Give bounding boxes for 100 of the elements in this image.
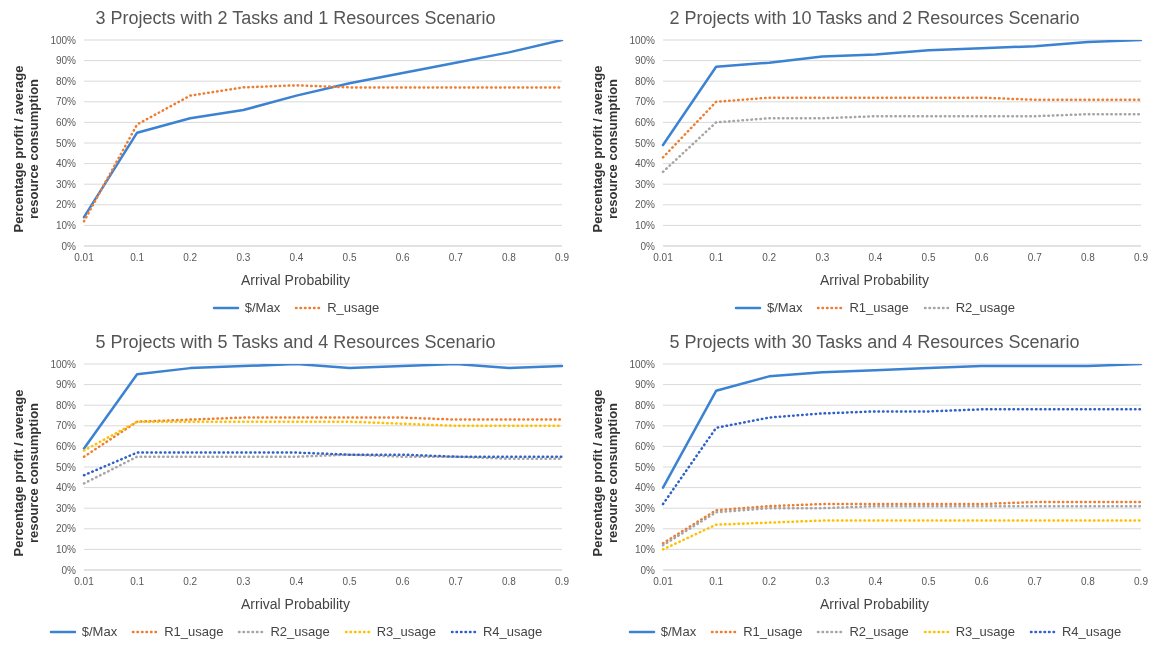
- y-tick-label: 0%: [61, 240, 77, 252]
- y-tick-label: 60%: [55, 440, 77, 452]
- legend-label: R2_usage: [270, 624, 330, 639]
- y-tick-label: 100%: [50, 34, 77, 46]
- x-tick-label: 0.7: [1027, 252, 1043, 264]
- y-tick-label: 10%: [55, 543, 77, 555]
- x-axis-title: Arrival Probability: [819, 272, 930, 288]
- y-tick-label: 40%: [55, 482, 77, 494]
- line-series: [661, 40, 1143, 147]
- y-tick-label: 50%: [634, 137, 656, 149]
- legend-label: $/Max: [767, 300, 803, 315]
- legend-label: R3_usage: [376, 624, 436, 639]
- x-tick-label: 0.2: [762, 252, 777, 264]
- y-tick-label: 70%: [55, 96, 77, 108]
- y-tick-label: 20%: [634, 523, 656, 535]
- legend-label: R4_usage: [482, 624, 543, 639]
- y-tick-label: 70%: [634, 420, 656, 432]
- legend-label: R1_usage: [743, 624, 803, 639]
- x-tick-label: 0.1: [709, 576, 724, 588]
- legend-label: $/Max: [660, 624, 697, 639]
- y-tick-label: 100%: [629, 358, 656, 370]
- legend-label: R4_usage: [1061, 624, 1122, 639]
- x-tick-label: 0.8: [501, 576, 517, 588]
- x-tick-label: 0.5: [342, 576, 357, 588]
- legend-label: R1_usage: [849, 300, 909, 315]
- y-tick-label: 30%: [55, 502, 77, 514]
- x-tick-label: 0.1: [130, 576, 145, 588]
- y-tick-label: 90%: [634, 55, 656, 67]
- y-tick-label: 90%: [634, 379, 656, 391]
- y-tick-label: 60%: [634, 116, 656, 128]
- y-tick-label: 90%: [55, 55, 77, 67]
- y-tick-label: 20%: [55, 523, 77, 535]
- chart-title: 5 Projects with 30 Tasks and 4 Resources Scenario: [668, 332, 1081, 354]
- y-tick-label: 30%: [634, 502, 656, 514]
- y-tick-label: 20%: [55, 199, 77, 211]
- y-tick-label: 80%: [55, 75, 77, 87]
- y-axis-title: Percentage profit / average resource consumption: [590, 388, 620, 559]
- x-tick-label: 0.5: [921, 252, 936, 264]
- x-tick-label: 0.5: [342, 252, 357, 264]
- x-tick-label: 0.8: [1080, 252, 1096, 264]
- x-tick-label: 0.9: [1134, 252, 1149, 264]
- x-tick-label: 0.8: [1080, 576, 1096, 588]
- legend-label: $/Max: [244, 300, 281, 315]
- y-tick-label: 80%: [55, 399, 77, 411]
- line-series: [661, 364, 1143, 489]
- y-tick-label: 90%: [55, 379, 77, 391]
- legend-label: R1_usage: [164, 624, 224, 639]
- legend-label: R2_usage: [955, 300, 1015, 315]
- y-axis-title: Percentage profit / average resource consumption: [590, 64, 620, 235]
- y-tick-label: 80%: [634, 399, 656, 411]
- y-tick-label: 20%: [634, 199, 656, 211]
- line-series: [82, 451, 564, 477]
- y-axis-title: Percentage profit / average resource consumption: [11, 388, 41, 559]
- x-tick-label: 0.7: [1027, 576, 1043, 588]
- x-axis-title: Arrival Probability: [819, 596, 930, 612]
- y-tick-label: 0%: [61, 564, 77, 576]
- y-axis-title: Percentage profit / average resource consumption: [11, 64, 41, 235]
- line-series: [661, 112, 1143, 174]
- y-tick-label: 10%: [634, 543, 656, 555]
- y-tick-label: 60%: [55, 116, 77, 128]
- y-tick-label: 70%: [55, 420, 77, 432]
- chart-title: 3 Projects with 2 Tasks and 1 Resources Scenario: [94, 8, 497, 30]
- y-tick-label: 10%: [55, 219, 77, 231]
- line-series: [82, 453, 564, 485]
- line-series: [82, 364, 564, 450]
- x-tick-label: 0.9: [1134, 576, 1149, 588]
- x-axis-title: Arrival Probability: [240, 596, 351, 612]
- x-tick-label: 0.3: [236, 252, 251, 264]
- x-tick-label: 0.2: [762, 576, 777, 588]
- legend-label: R_usage: [327, 300, 380, 315]
- y-tick-label: 60%: [634, 440, 656, 452]
- y-tick-label: 10%: [634, 219, 656, 231]
- x-tick-label: 0.2: [183, 576, 198, 588]
- y-tick-label: 50%: [55, 137, 77, 149]
- y-tick-label: 80%: [634, 75, 656, 87]
- chart-title: 5 Projects with 5 Tasks and 4 Resources Scenario: [94, 332, 497, 354]
- x-tick-label: 0.5: [921, 576, 936, 588]
- x-tick-label: 0.6: [974, 252, 990, 264]
- x-axis-title: Arrival Probability: [240, 272, 351, 288]
- x-tick-label: 0.8: [501, 252, 517, 264]
- x-tick-label: 0.4: [868, 252, 883, 264]
- line-series: [661, 96, 1143, 159]
- x-tick-label: 0.3: [815, 576, 830, 588]
- x-tick-label: 0.4: [289, 576, 304, 588]
- x-tick-label: 0.9: [555, 576, 570, 588]
- x-tick-label: 0.6: [395, 576, 411, 588]
- x-tick-label: 0.4: [868, 576, 883, 588]
- x-tick-label: 0.01: [74, 252, 95, 264]
- legend-label: R2_usage: [849, 624, 909, 639]
- y-tick-label: 50%: [55, 461, 77, 473]
- line-series: [82, 416, 564, 458]
- chart-title: 2 Projects with 10 Tasks and 2 Resources Scenario: [668, 8, 1081, 30]
- y-tick-label: 50%: [634, 461, 656, 473]
- y-tick-label: 0%: [640, 564, 656, 576]
- x-tick-label: 0.01: [653, 252, 674, 264]
- x-tick-label: 0.6: [395, 252, 411, 264]
- x-tick-label: 0.1: [709, 252, 724, 264]
- x-tick-label: 0.01: [74, 576, 95, 588]
- legend-label: $/Max: [81, 624, 118, 639]
- x-tick-label: 0.1: [130, 252, 145, 264]
